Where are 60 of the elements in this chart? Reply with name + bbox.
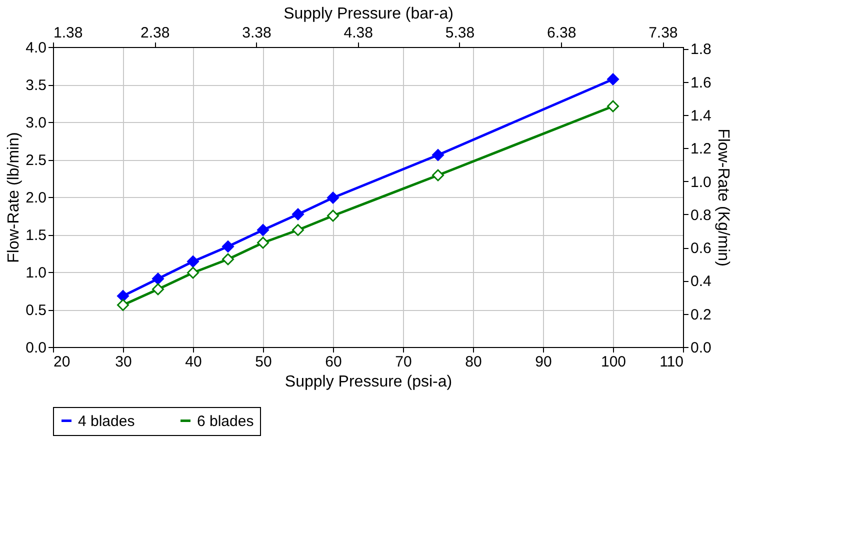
y-tick-label: 4.0 [26, 40, 46, 56]
point [292, 224, 304, 236]
point [117, 290, 129, 302]
y-tick-label: 1.0 [26, 264, 46, 282]
y2-tick-label: 1.8 [690, 41, 712, 58]
y-tick-label: 2.5 [26, 152, 46, 169]
y2-axis-title: Flow-Rate (Kg/min) [714, 128, 732, 266]
y2-tick-label: 0.4 [690, 273, 712, 290]
x-tick-label: 20 [54, 354, 70, 370]
point [327, 192, 339, 204]
y2-tick-label: 1.0 [690, 174, 712, 191]
point [222, 253, 234, 266]
y-tick-label: 3.0 [26, 114, 46, 132]
x-tick-label: 90 [535, 354, 552, 370]
point [432, 169, 444, 182]
point [292, 208, 304, 220]
x2-tick-label: 7.38 [648, 24, 678, 42]
point [432, 149, 444, 161]
x-tick-label: 110 [660, 354, 684, 370]
y2-tick-label: 0.0 [690, 340, 712, 356]
x-tick-label: 60 [325, 354, 342, 370]
x-tick-label: 50 [255, 354, 272, 370]
y2-tick-label: 1.2 [690, 140, 712, 158]
y2-tick-label: 0.8 [690, 206, 712, 224]
x2-tick-label: 2.38 [140, 24, 170, 42]
point [257, 224, 269, 236]
y-tick-label: 2.0 [26, 190, 46, 206]
point [327, 210, 339, 222]
point [152, 283, 164, 296]
y2-tick-label: 0.2 [690, 306, 712, 324]
point [117, 299, 129, 311]
x-axis-title: Supply Pressure (psi-a) [284, 374, 452, 390]
point [607, 73, 619, 86]
x2-tick-label: 1.38 [54, 24, 83, 42]
point [187, 256, 199, 268]
point [257, 236, 269, 249]
point [187, 266, 199, 279]
point [152, 272, 164, 285]
legend-label: 6 blades [197, 412, 254, 430]
x-tick-label: 100 [600, 354, 626, 370]
x2-tick-label: 6.38 [546, 24, 576, 42]
x2-tick-label: 4.38 [344, 24, 373, 42]
y-tick-label: 3.5 [26, 77, 46, 94]
y-tick-label: 1.5 [26, 227, 46, 244]
y-tick-label: 0.0 [26, 340, 46, 356]
x2-axis-title: Supply Pressure (bar-a) [284, 6, 454, 22]
legend-label: 4 blades [78, 412, 135, 430]
y2-tick-label: 1.4 [690, 107, 712, 124]
point [222, 240, 234, 252]
point [607, 100, 619, 112]
x-tick-label: 40 [185, 354, 202, 370]
x2-tick-label: 3.38 [242, 24, 272, 42]
x2-tick-label: 5.38 [445, 24, 475, 42]
x-tick-label: 80 [465, 354, 482, 370]
y-axis-title: Flow-Rate (lb/min) [6, 132, 23, 263]
x-tick-label: 30 [115, 354, 132, 370]
x-tick-label: 70 [395, 354, 412, 370]
y2-tick-label: 0.6 [690, 240, 712, 258]
y-tick-label: 0.5 [26, 302, 46, 319]
y2-tick-label: 1.6 [690, 74, 712, 92]
